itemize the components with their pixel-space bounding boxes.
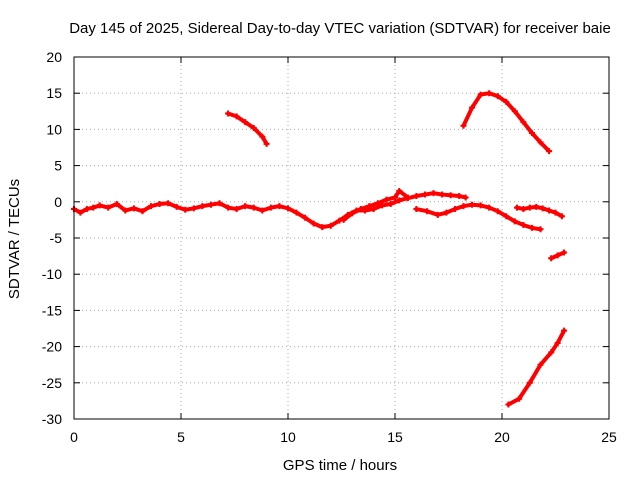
- series-deep-rise: [505, 327, 568, 408]
- y-tick-label: -30: [42, 411, 62, 427]
- data-trace: [504, 99, 517, 114]
- x-tick-label: 25: [601, 429, 617, 445]
- series-lower-dip: [413, 201, 544, 233]
- x-tick-label: 20: [494, 429, 510, 445]
- data-trace: [527, 362, 543, 385]
- data-point: [561, 249, 568, 256]
- data-trace: [251, 125, 265, 139]
- series-short-arc: [225, 110, 270, 147]
- series-upper-cluster: [340, 187, 411, 223]
- x-tick-label: 0: [70, 429, 78, 445]
- x-axis-label: GPS time / hours: [283, 457, 397, 474]
- y-tick-label: 15: [46, 85, 62, 101]
- points-layer: [71, 90, 568, 408]
- data-point: [404, 194, 411, 201]
- data-trace: [555, 328, 567, 345]
- data-trace: [521, 120, 534, 136]
- x-tick-label: 10: [280, 429, 296, 445]
- y-tick-label: -15: [42, 302, 62, 318]
- data-trace: [470, 92, 483, 110]
- y-tick-label: -10: [42, 266, 62, 282]
- y-tick-label: -5: [50, 230, 63, 246]
- data-point: [546, 148, 553, 155]
- series-right-flat: [513, 203, 565, 220]
- y-tick-label: -20: [42, 339, 62, 355]
- data-point: [558, 213, 565, 220]
- data-point: [537, 226, 544, 233]
- data-trace: [538, 140, 552, 154]
- y-tick-label: 0: [54, 194, 62, 210]
- y-tick-label: 20: [46, 49, 62, 65]
- data-trace: [461, 105, 475, 128]
- data-point: [263, 140, 270, 147]
- x-tick-label: 5: [177, 429, 185, 445]
- data-trace: [529, 131, 543, 145]
- series-small-segment: [548, 249, 568, 262]
- y-tick-label: 10: [46, 121, 62, 137]
- y-tick-label: -25: [42, 375, 62, 391]
- chart-title: Day 145 of 2025, Sidereal Day-to-day VTE…: [69, 20, 611, 37]
- data-trace: [397, 188, 410, 200]
- data-trace: [538, 350, 554, 367]
- data-trace: [517, 380, 532, 401]
- y-axis-label: SDTVAR / TECUs: [6, 179, 23, 299]
- plot-frame: [73, 56, 610, 420]
- data-point: [561, 327, 568, 334]
- grid-layer: [74, 57, 609, 419]
- data-point: [462, 194, 469, 201]
- y-tick-label: 5: [54, 158, 62, 174]
- x-tick-label: 15: [387, 429, 403, 445]
- data-trace: [512, 109, 526, 125]
- series-right-arc: [460, 90, 553, 155]
